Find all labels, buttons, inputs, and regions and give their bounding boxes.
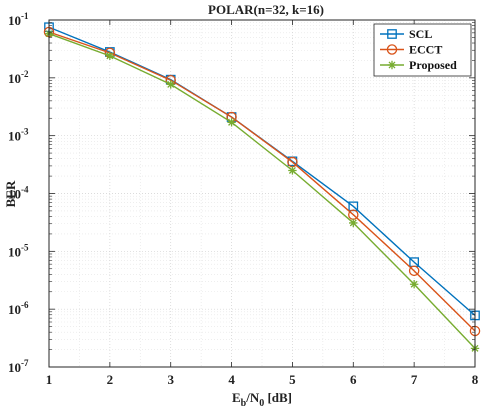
chart-title: POLAR(n=32, k=16): [208, 2, 324, 17]
y-tick-label: 10-4: [8, 185, 29, 202]
x-tick-label: 8: [472, 372, 479, 387]
data-point: [408, 265, 420, 277]
legend-label: Proposed: [409, 58, 457, 72]
x-tick-label: 3: [167, 372, 174, 387]
y-tick-labels: 10-7 10-6 10-5 10-4 10-3 10-2 10-1: [8, 11, 29, 375]
y-tick-label: 10-6: [8, 300, 29, 317]
data-point: [349, 218, 358, 228]
data-point: [288, 166, 297, 175]
y-tick-label: 10-1: [8, 11, 29, 28]
x-tick-label: 7: [411, 372, 418, 387]
plot-area: [43, 19, 481, 368]
y-tick-label: 10-2: [8, 69, 29, 86]
x-tick-label: 5: [289, 372, 296, 387]
series-line: [48, 33, 476, 349]
legend-entry-proposed: Proposed: [380, 58, 457, 72]
y-tick-label: 10-5: [8, 242, 29, 259]
data-point: [409, 280, 419, 289]
axis-ticks: [48, 19, 476, 368]
series-layer: [43, 22, 481, 353]
legend-label: ECCT: [409, 43, 442, 57]
minor-grid: [49, 20, 475, 367]
series-line: [48, 31, 476, 332]
y-tick-label: 10-7: [8, 358, 29, 375]
legend-marker: [386, 44, 398, 55]
legend-entry-ecct: ECCT: [380, 43, 442, 57]
y-tick-label: 10-3: [8, 127, 29, 144]
data-point: [105, 51, 115, 61]
x-axis-label: Eb/N0 [dB]: [232, 390, 292, 409]
legend-entry-scl: SCL: [380, 27, 432, 41]
x-tick-label: 1: [46, 372, 53, 387]
data-point: [166, 80, 175, 89]
data-point: [227, 118, 236, 127]
x-tick-label: 6: [350, 372, 357, 387]
legend-label: SCL: [409, 27, 432, 41]
legend-marker: [387, 60, 397, 70]
x-tick-labels: 1 2 3 4 5 6 7 8: [46, 372, 479, 387]
x-tick-label: 2: [107, 372, 114, 387]
x-tick-label: 4: [228, 372, 235, 387]
y-axis-label: BER: [3, 180, 18, 207]
legend-marker: [387, 29, 397, 39]
